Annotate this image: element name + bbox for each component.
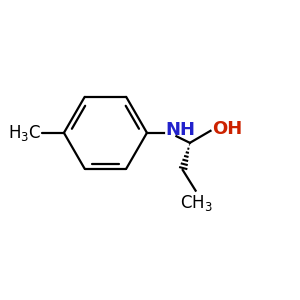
Text: $\mathregular{CH_3}$: $\mathregular{CH_3}$ <box>180 193 213 213</box>
Text: NH: NH <box>166 121 196 139</box>
Text: $\mathregular{H_3C}$: $\mathregular{H_3C}$ <box>8 123 41 143</box>
Text: OH: OH <box>212 120 242 138</box>
